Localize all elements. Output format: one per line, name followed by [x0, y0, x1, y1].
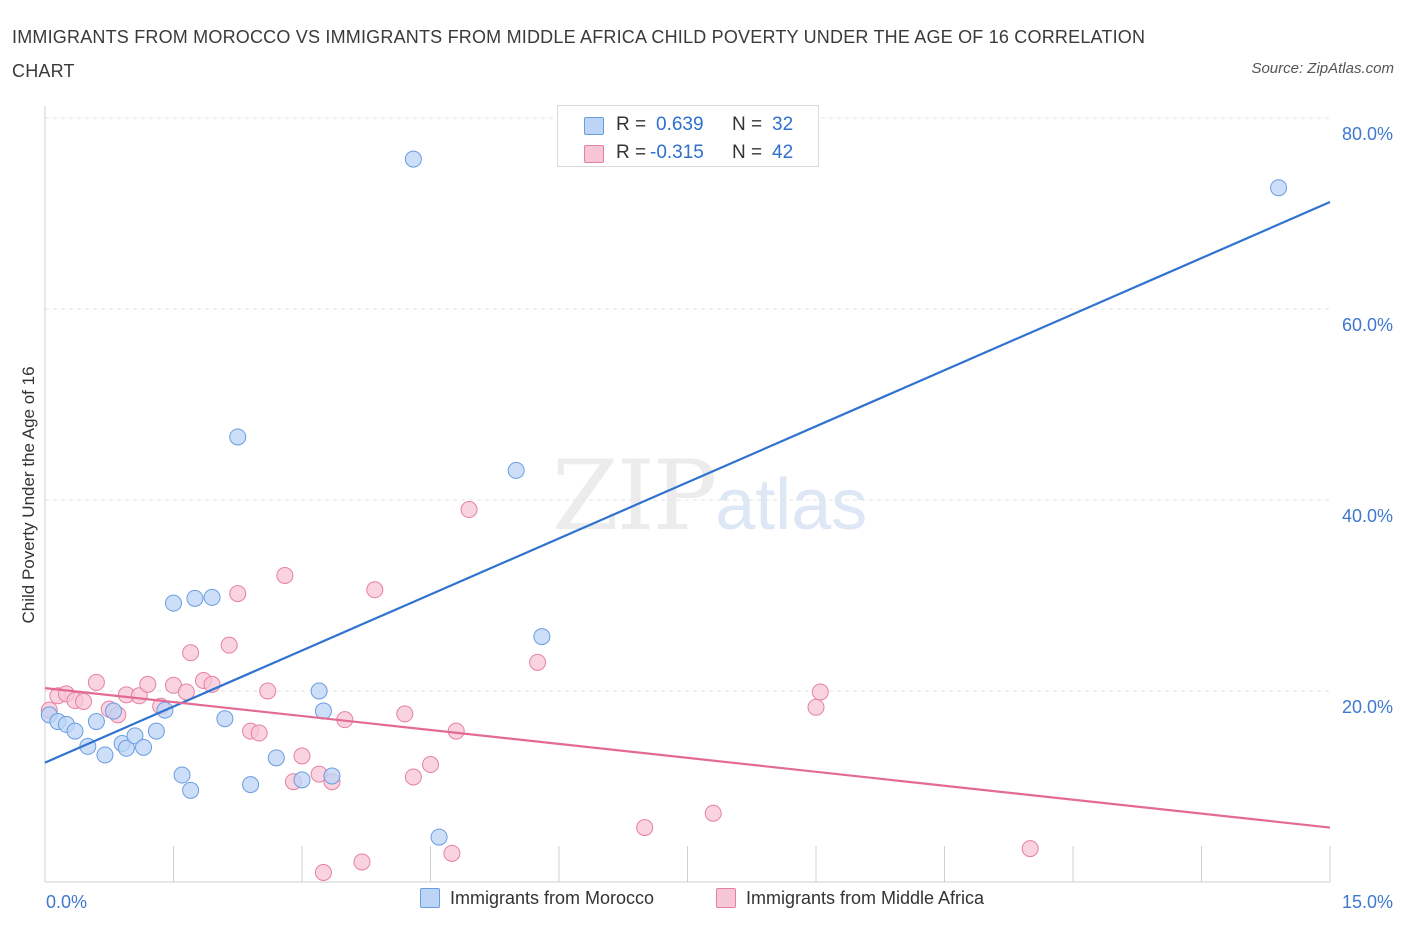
legend-n-value: 32	[772, 114, 794, 135]
chart-source: Source: ZipAtlas.com	[1251, 60, 1394, 77]
point-middle-africa	[366, 581, 384, 599]
point-morocco	[323, 767, 341, 785]
bottom-legend-swatch-middle-africa	[716, 888, 736, 908]
point-morocco	[87, 713, 105, 731]
legend-n-label: N =	[732, 142, 763, 163]
point-middle-africa	[87, 673, 105, 691]
legend-r-label: R =	[616, 114, 647, 135]
point-morocco	[267, 749, 285, 767]
bottom-legend-morocco: Immigrants from Morocco	[420, 888, 654, 909]
point-morocco	[117, 739, 135, 757]
legend-r-label: R =	[616, 142, 647, 163]
point-middle-africa	[460, 501, 478, 519]
chart-title: IMMIGRANTS FROM MOROCCO VS IMMIGRANTS FR…	[12, 27, 1146, 81]
point-middle-africa	[250, 724, 268, 742]
point-morocco	[310, 682, 328, 700]
point-morocco	[293, 771, 311, 789]
point-morocco	[533, 628, 551, 646]
legend-swatch-morocco	[584, 117, 604, 135]
point-morocco	[186, 589, 204, 607]
point-morocco	[507, 461, 525, 479]
point-morocco	[165, 594, 182, 612]
point-middle-africa	[811, 683, 829, 701]
point-middle-africa	[1021, 840, 1039, 858]
point-middle-africa	[636, 819, 654, 837]
y-tick-label: 40.0%	[1342, 506, 1393, 526]
point-middle-africa	[276, 566, 294, 584]
point-morocco	[430, 828, 448, 846]
x-tick-label: 0.0%	[46, 892, 87, 912]
zipatlas-watermark: ZIPatlas	[552, 440, 867, 552]
point-middle-africa	[220, 636, 238, 654]
y-axis-label: Child Poverty Under the Age of 16	[19, 366, 38, 623]
bottom-legend-label-middle-africa: Immigrants from Middle Africa	[746, 888, 985, 908]
point-middle-africa	[529, 653, 547, 671]
point-morocco	[147, 722, 165, 740]
bottom-legend-label-morocco: Immigrants from Morocco	[450, 888, 655, 908]
legend-n-value: 42	[772, 142, 794, 163]
point-morocco	[216, 710, 234, 728]
point-morocco	[203, 588, 221, 606]
legend-r-value: 0.639	[656, 114, 704, 135]
trendline-middle-africa	[44, 687, 1331, 829]
y-tick-label: 60.0%	[1342, 315, 1393, 335]
trendline-morocco	[44, 201, 1331, 764]
legend-n-label: N =	[732, 114, 763, 135]
point-morocco	[229, 428, 247, 446]
point-middle-africa	[314, 863, 332, 881]
bottom-legend-swatch-morocco	[420, 888, 440, 908]
point-middle-africa	[182, 644, 200, 662]
legend-r-value: -0.315	[650, 142, 704, 163]
correlation-legend: R = 0.639 N = 32 R = -0.315 N = 42	[557, 105, 819, 167]
point-middle-africa	[75, 693, 93, 711]
x-tick-label: 15.0%	[1342, 892, 1393, 912]
point-middle-africa	[704, 804, 722, 822]
point-middle-africa	[259, 682, 277, 700]
point-morocco	[173, 766, 191, 784]
point-middle-africa	[404, 768, 422, 786]
bottom-legend-middle-africa: Immigrants from Middle Africa	[716, 888, 984, 909]
legend-swatch-middle-africa	[584, 145, 604, 163]
point-middle-africa	[293, 747, 311, 765]
point-morocco	[96, 746, 114, 764]
y-tick-label: 80.0%	[1342, 124, 1393, 144]
point-morocco	[66, 722, 84, 740]
point-middle-africa	[229, 585, 247, 603]
point-morocco	[404, 150, 422, 168]
point-middle-africa	[353, 853, 371, 871]
point-morocco	[182, 781, 200, 799]
point-morocco	[242, 776, 260, 794]
point-middle-africa	[396, 705, 414, 723]
point-morocco	[126, 727, 144, 745]
point-morocco	[1270, 179, 1288, 197]
point-middle-africa	[443, 844, 461, 862]
watermark-zip: ZIP	[552, 440, 717, 552]
point-morocco	[135, 738, 153, 756]
y-tick-label: 20.0%	[1342, 697, 1393, 717]
watermark-atlas: atlas	[715, 465, 868, 545]
point-middle-africa	[422, 756, 439, 774]
point-middle-africa	[807, 698, 825, 716]
point-middle-africa	[139, 675, 157, 693]
point-morocco	[105, 702, 123, 720]
